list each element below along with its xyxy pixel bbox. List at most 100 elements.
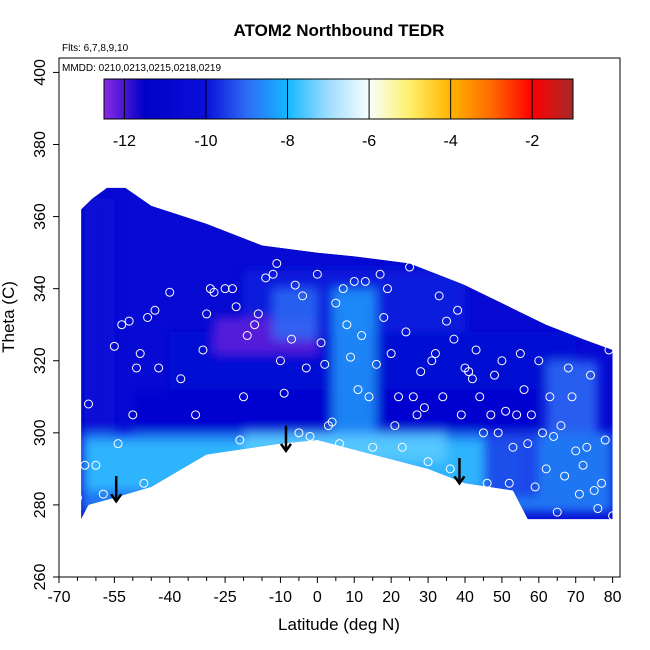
sample-point	[493, 428, 503, 438]
sample-point	[231, 302, 241, 312]
sample-point	[497, 356, 507, 366]
sample-point	[287, 334, 297, 344]
sample-point	[574, 489, 584, 499]
sample-point	[117, 320, 127, 330]
sample-point	[453, 305, 463, 315]
sample-point	[191, 410, 201, 420]
colorbar-tick-label: -10	[194, 133, 217, 150]
sample-point	[327, 417, 337, 427]
sample-point	[549, 431, 559, 441]
sample-point	[316, 338, 326, 348]
sample-point	[268, 269, 278, 279]
x-tick-label: -10	[269, 589, 292, 606]
sample-point	[150, 305, 160, 315]
y-tick-label: 320	[32, 347, 49, 374]
sample-point	[154, 363, 164, 373]
x-tick-label: 70	[567, 589, 585, 606]
sample-point	[397, 442, 407, 452]
sample-point	[556, 421, 566, 431]
sample-point	[589, 486, 599, 495]
sample-point	[279, 388, 289, 398]
sample-point	[91, 460, 101, 470]
colorbar-tick-label: -2	[525, 133, 539, 150]
sample-point	[552, 507, 562, 517]
heatmap-cell	[273, 288, 318, 340]
x-tick-label: 40	[456, 589, 474, 606]
sample-point	[471, 345, 481, 355]
sample-point	[80, 460, 90, 470]
sample-point	[379, 313, 389, 322]
x-tick-label: -40	[158, 589, 181, 606]
sample-point	[390, 421, 400, 431]
sample-point	[541, 464, 551, 474]
y-axis: 260 280 300 320 340 360 380 400	[32, 59, 59, 590]
sample-point	[537, 428, 547, 438]
sample-point	[165, 287, 175, 297]
sample-point	[501, 406, 511, 416]
sample-point	[143, 313, 153, 322]
sample-point	[408, 392, 418, 402]
sample-point	[290, 280, 300, 290]
heatmap-cell	[84, 440, 521, 491]
sample-point	[604, 345, 614, 355]
x-tick-label: 80	[604, 589, 622, 606]
sample-point	[357, 331, 367, 341]
sample-point	[478, 428, 488, 438]
sample-point	[360, 276, 370, 286]
down-arrow-icon	[110, 476, 123, 504]
colorbar-tick-label: -4	[444, 133, 458, 150]
heatmap-cell	[546, 360, 598, 433]
sample-point	[335, 439, 344, 449]
sample-point	[242, 331, 252, 341]
sample-point	[371, 359, 381, 369]
sample-point	[464, 367, 474, 377]
y-tick-label: 260	[32, 564, 49, 591]
sample-point	[346, 352, 356, 362]
sample-point	[560, 471, 570, 481]
sample-point	[434, 291, 444, 301]
y-tick-label: 280	[32, 491, 49, 518]
x-tick-label: -25	[214, 589, 237, 606]
sample-point	[508, 442, 518, 452]
sample-point	[405, 262, 415, 272]
sample-point	[198, 345, 208, 355]
sample-point	[419, 403, 429, 413]
sample-point	[61, 302, 71, 312]
sample-point	[490, 370, 500, 380]
sample-point	[438, 392, 448, 402]
sample-point	[331, 298, 341, 308]
sample-point	[486, 410, 496, 420]
sample-point	[65, 464, 75, 474]
sample-point	[608, 511, 618, 521]
sample-point	[305, 431, 315, 441]
sample-point	[534, 356, 544, 366]
sample-point	[294, 428, 304, 438]
sample-point	[545, 392, 555, 402]
y-tick-label: 340	[32, 275, 49, 302]
sample-point	[364, 392, 374, 402]
sample-point	[235, 435, 245, 445]
sample-point	[482, 478, 492, 488]
sample-point	[342, 320, 352, 330]
colorbar-tick-label: -12	[113, 133, 136, 150]
y-axis-label: Theta (C)	[0, 281, 18, 353]
sample-point	[239, 392, 249, 402]
sample-point	[368, 442, 378, 452]
sample-point	[253, 309, 263, 319]
sample-point	[597, 478, 607, 488]
flights-subtitle: Flts: 6,7,8,9,10	[62, 43, 129, 54]
colorbar-gradient	[103, 78, 574, 120]
sample-point	[202, 309, 212, 319]
sample-point	[519, 385, 529, 395]
sample-point	[227, 284, 237, 294]
sample-point	[312, 269, 322, 279]
sample-point	[386, 349, 396, 359]
heatmap-cell	[483, 432, 539, 498]
colorbar-tick-label: -6	[362, 133, 376, 150]
heatmap-cell	[84, 198, 115, 433]
y-tick-label: 300	[32, 419, 49, 446]
sample-point	[423, 457, 433, 467]
sample-point	[600, 435, 610, 445]
sample-point	[412, 410, 422, 420]
